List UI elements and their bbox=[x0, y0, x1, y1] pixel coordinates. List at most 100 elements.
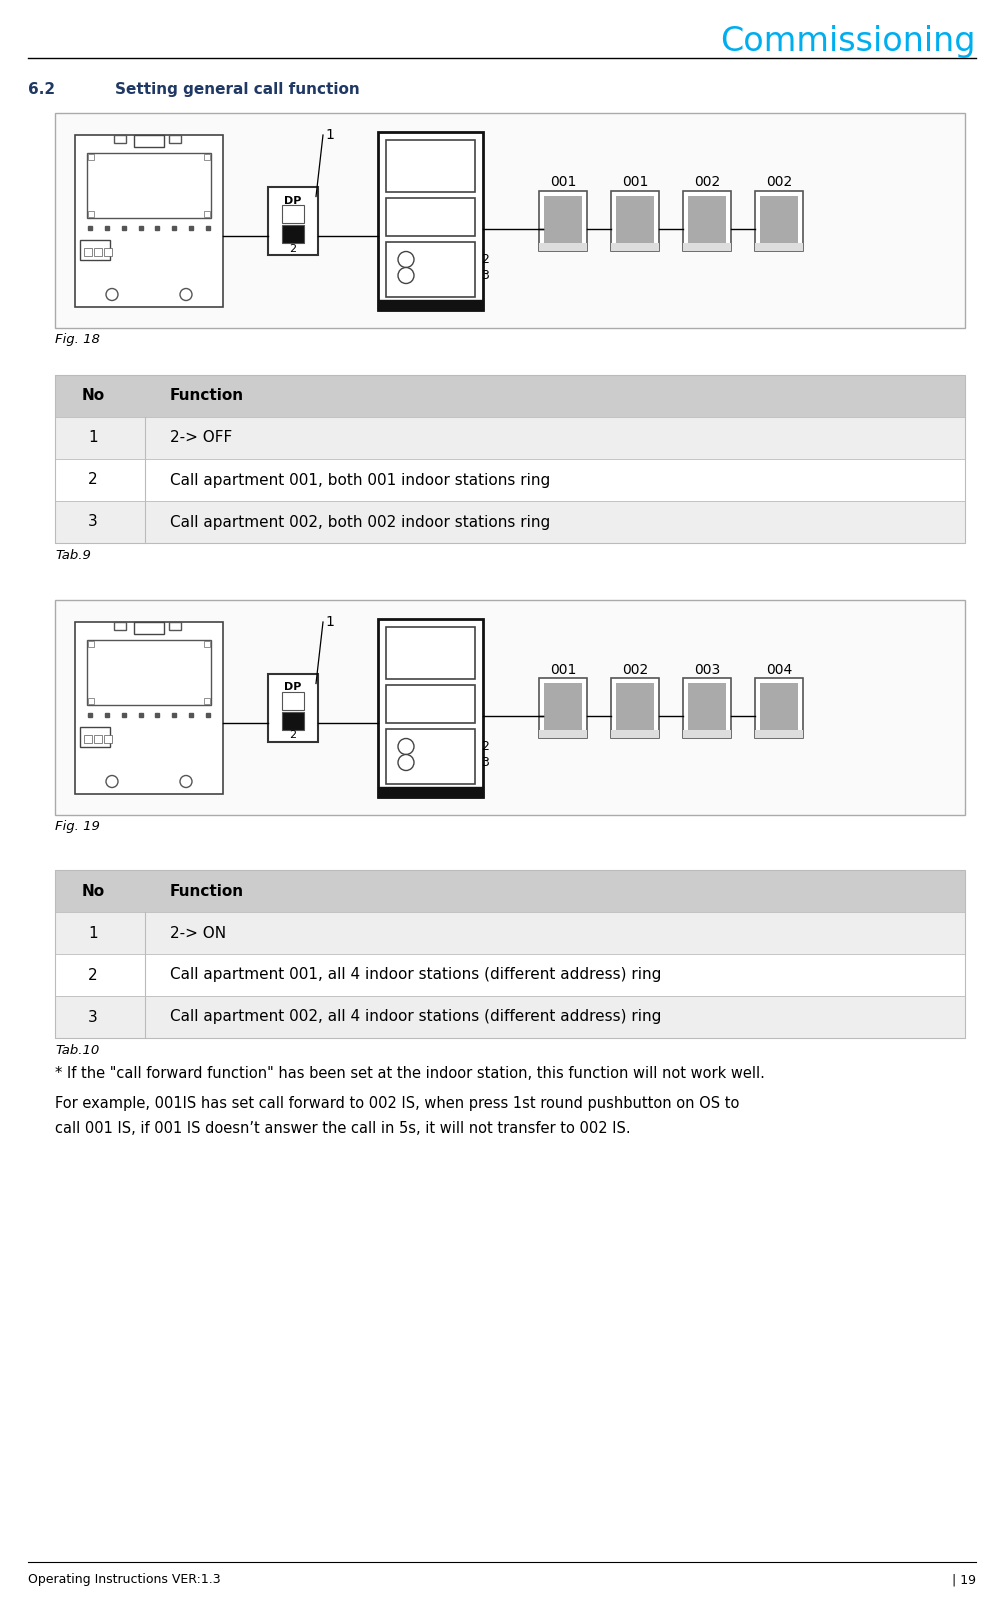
Circle shape bbox=[397, 755, 413, 771]
Text: DP: DP bbox=[284, 195, 301, 205]
Bar bbox=[88, 698, 94, 703]
Bar bbox=[611, 242, 658, 250]
Text: * If the "call forward function" has been set at the indoor station, this functi: * If the "call forward function" has bee… bbox=[55, 1065, 764, 1081]
Bar bbox=[169, 622, 181, 630]
Bar bbox=[282, 205, 304, 223]
Text: 2: 2 bbox=[480, 740, 488, 753]
Text: 001: 001 bbox=[621, 176, 648, 189]
Bar bbox=[687, 682, 725, 732]
Text: No: No bbox=[81, 883, 104, 899]
Bar bbox=[682, 678, 730, 737]
Bar bbox=[75, 135, 223, 306]
Bar bbox=[114, 622, 125, 630]
Text: Call apartment 001, all 4 indoor stations (different address) ring: Call apartment 001, all 4 indoor station… bbox=[170, 968, 661, 982]
Text: 1: 1 bbox=[88, 926, 97, 940]
Bar bbox=[282, 224, 304, 242]
Bar bbox=[55, 955, 964, 996]
Bar bbox=[682, 729, 730, 737]
Bar bbox=[87, 152, 211, 218]
Bar bbox=[55, 912, 964, 955]
Bar bbox=[544, 195, 582, 245]
Bar bbox=[754, 242, 802, 250]
Bar bbox=[377, 787, 482, 796]
Text: Call apartment 002, all 4 indoor stations (different address) ring: Call apartment 002, all 4 indoor station… bbox=[170, 1009, 661, 1025]
Bar bbox=[84, 248, 92, 256]
Text: 3: 3 bbox=[88, 514, 97, 530]
Text: 2-> OFF: 2-> OFF bbox=[170, 431, 232, 445]
Bar bbox=[754, 729, 802, 737]
Text: 002: 002 bbox=[765, 176, 791, 189]
Text: call 001 IS, if 001 IS doesn’t answer the call in 5s, it will not transfer to 00: call 001 IS, if 001 IS doesn’t answer th… bbox=[55, 1121, 630, 1136]
Bar bbox=[55, 114, 964, 328]
Bar bbox=[55, 375, 964, 543]
Text: 003: 003 bbox=[693, 663, 719, 676]
Text: For example, 001IS has set call forward to 002 IS, when press 1st round pushbutt: For example, 001IS has set call forward … bbox=[55, 1096, 738, 1112]
Bar bbox=[88, 154, 94, 160]
Bar bbox=[539, 191, 587, 250]
Bar bbox=[55, 601, 964, 815]
Text: Function: Function bbox=[170, 883, 244, 899]
Bar bbox=[88, 641, 94, 647]
Text: 004: 004 bbox=[765, 663, 791, 676]
Bar bbox=[385, 242, 474, 296]
Bar bbox=[682, 242, 730, 250]
Bar bbox=[94, 735, 102, 743]
Bar bbox=[104, 735, 112, 743]
Text: 1: 1 bbox=[88, 431, 97, 445]
Bar bbox=[133, 622, 163, 633]
Text: Commissioning: Commissioning bbox=[720, 26, 975, 59]
Bar bbox=[55, 501, 964, 543]
Bar bbox=[385, 684, 474, 723]
Text: 1: 1 bbox=[325, 128, 334, 143]
Text: Call apartment 002, both 002 indoor stations ring: Call apartment 002, both 002 indoor stat… bbox=[170, 514, 550, 530]
Text: Fig. 18: Fig. 18 bbox=[55, 333, 99, 346]
Text: 3: 3 bbox=[480, 756, 488, 769]
Bar bbox=[385, 729, 474, 783]
Bar bbox=[55, 870, 964, 912]
Bar bbox=[80, 727, 110, 747]
Circle shape bbox=[106, 775, 118, 788]
Bar bbox=[104, 248, 112, 256]
Bar bbox=[616, 682, 653, 732]
Bar bbox=[754, 678, 802, 737]
Circle shape bbox=[397, 268, 413, 284]
Text: Operating Instructions VER:1.3: Operating Instructions VER:1.3 bbox=[28, 1573, 221, 1586]
Text: 001: 001 bbox=[550, 176, 576, 189]
Bar bbox=[204, 641, 210, 647]
Bar bbox=[682, 191, 730, 250]
Bar bbox=[84, 735, 92, 743]
Text: 2-> ON: 2-> ON bbox=[170, 926, 226, 940]
Text: No: No bbox=[81, 389, 104, 404]
Text: 001: 001 bbox=[550, 663, 576, 676]
Bar bbox=[377, 618, 482, 796]
Bar bbox=[114, 135, 125, 143]
Text: 002: 002 bbox=[621, 663, 648, 676]
Bar bbox=[539, 242, 587, 250]
Text: 2: 2 bbox=[480, 253, 488, 266]
Bar bbox=[80, 240, 110, 260]
Bar bbox=[282, 711, 304, 729]
Bar bbox=[377, 300, 482, 309]
Bar bbox=[75, 622, 223, 793]
Circle shape bbox=[180, 288, 192, 301]
Bar bbox=[204, 211, 210, 216]
Bar bbox=[55, 417, 964, 460]
Bar bbox=[385, 626, 474, 679]
Text: 3: 3 bbox=[480, 269, 488, 282]
Text: Tab.9: Tab.9 bbox=[55, 549, 91, 562]
Bar bbox=[94, 248, 102, 256]
Bar bbox=[754, 191, 802, 250]
Text: 2: 2 bbox=[289, 731, 296, 740]
Text: Setting general call function: Setting general call function bbox=[115, 82, 359, 98]
Bar bbox=[539, 678, 587, 737]
Bar bbox=[759, 195, 797, 245]
Bar bbox=[544, 682, 582, 732]
Text: 1: 1 bbox=[325, 615, 334, 630]
Text: 2: 2 bbox=[289, 244, 296, 253]
Bar bbox=[539, 729, 587, 737]
Bar bbox=[87, 639, 211, 705]
Circle shape bbox=[397, 739, 413, 755]
Bar bbox=[759, 682, 797, 732]
Bar bbox=[204, 698, 210, 703]
Bar bbox=[385, 197, 474, 235]
